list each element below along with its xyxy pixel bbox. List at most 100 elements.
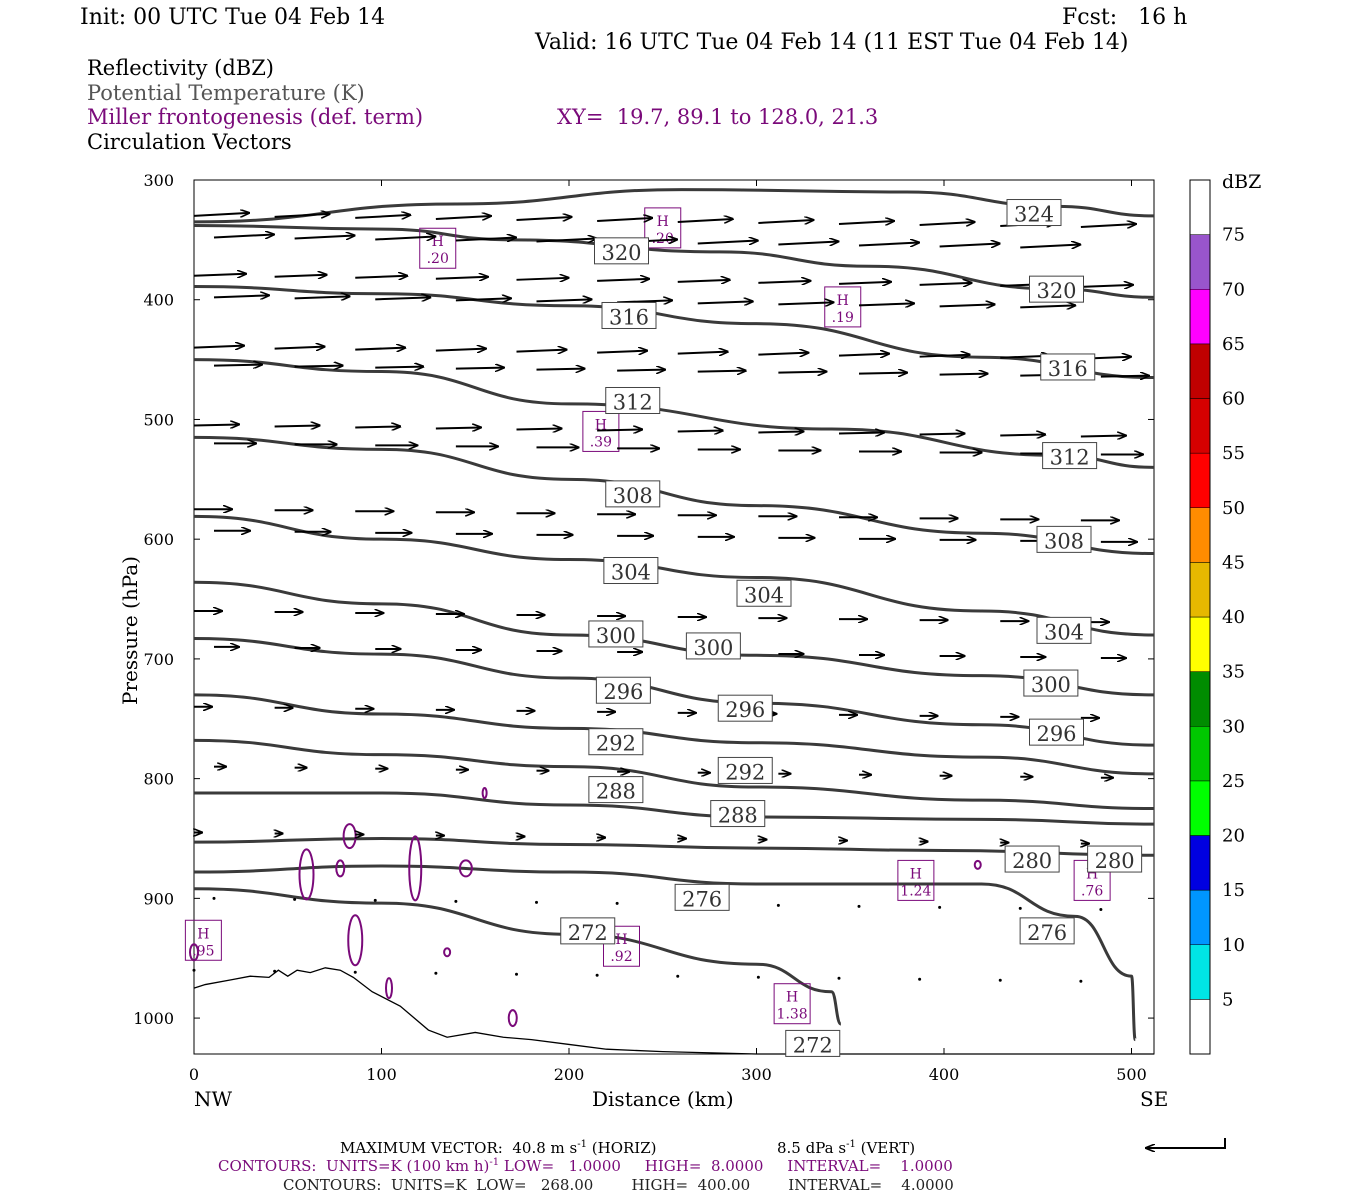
frontogenesis-contour bbox=[408, 835, 423, 902]
theta-label: 308 bbox=[1044, 529, 1084, 553]
circulation-vector bbox=[858, 243, 919, 246]
colorbar-label: 40 bbox=[1222, 607, 1245, 628]
circulation-vector bbox=[1020, 305, 1075, 307]
frontogenesis-max-label: H bbox=[837, 293, 849, 309]
legend-reflectivity: Reflectivity (dBZ) bbox=[87, 56, 275, 80]
vector-dot bbox=[595, 973, 599, 977]
colorbar-swatch bbox=[1189, 616, 1211, 672]
legend-frontogenesis: Miller frontogenesis (def. term) bbox=[87, 105, 424, 129]
colorbar-label: 45 bbox=[1222, 552, 1245, 573]
circulation-vector bbox=[939, 374, 988, 375]
circulation-vector bbox=[435, 216, 491, 219]
theta-label: 292 bbox=[596, 732, 636, 756]
frontogenesis-contour bbox=[347, 914, 364, 967]
vector-dot bbox=[293, 897, 297, 901]
vector-dot bbox=[515, 972, 518, 976]
theta-label: 280 bbox=[1012, 849, 1052, 873]
circulation-vector bbox=[516, 428, 562, 429]
frontogenesis-max-box bbox=[603, 925, 640, 967]
circulation-vector bbox=[1080, 285, 1133, 287]
colorbar-swatch bbox=[1189, 289, 1211, 345]
circulation-vector bbox=[375, 367, 423, 368]
circulation-vector bbox=[677, 219, 733, 222]
circulation-vector bbox=[536, 299, 592, 301]
colorbar-swatch bbox=[1189, 179, 1211, 235]
colorbar-label: 70 bbox=[1222, 279, 1245, 300]
circulation-vector bbox=[697, 241, 758, 244]
plot-frame bbox=[193, 179, 1155, 1055]
frontogenesis-max-label: H bbox=[197, 926, 209, 942]
theta-label-box bbox=[601, 301, 657, 329]
theta-label-box bbox=[1042, 442, 1098, 470]
init-time: Init: 00 UTC Tue 04 Feb 14 bbox=[80, 5, 386, 30]
colorbar-label: 65 bbox=[1222, 334, 1245, 355]
theta-label-box bbox=[1006, 199, 1062, 227]
frontogenesis-max-label: H bbox=[615, 932, 627, 948]
circulation-vector bbox=[516, 350, 567, 352]
footer-contours-fg: CONTOURS: UNITS=K (100 km h)-1 LOW= 1.00… bbox=[218, 1157, 953, 1175]
circulation-vector bbox=[697, 301, 753, 303]
vector-dot bbox=[776, 903, 780, 907]
theta-line-288 bbox=[193, 738, 1155, 811]
circulation-vector bbox=[355, 426, 400, 427]
theta-line-316 bbox=[193, 285, 1155, 380]
circulation-vector bbox=[778, 372, 826, 373]
colorbar-swatch bbox=[1189, 452, 1211, 508]
circulation-vector bbox=[838, 282, 891, 284]
theta-label-box bbox=[595, 676, 651, 704]
circulation-vector bbox=[597, 218, 652, 221]
vector-dot bbox=[192, 968, 196, 972]
vector-dot bbox=[756, 975, 760, 979]
theta-label-box bbox=[588, 620, 644, 648]
theta-label: 320 bbox=[1036, 279, 1076, 303]
y-tick-label: 500 bbox=[143, 410, 174, 429]
theta-label-box bbox=[603, 557, 659, 585]
x-tick-label: 100 bbox=[366, 1065, 397, 1084]
theta-label: 296 bbox=[603, 680, 643, 704]
circulation-vector bbox=[778, 242, 838, 245]
frontogenesis-max-box bbox=[184, 919, 222, 961]
circulation-vector bbox=[1100, 376, 1149, 377]
circulation-vector bbox=[778, 302, 833, 304]
circulation-vector bbox=[193, 213, 249, 216]
theta-label-box bbox=[605, 386, 661, 414]
colorbar-label: 25 bbox=[1222, 771, 1245, 792]
frontogenesis-max-value: .92 bbox=[610, 949, 632, 965]
vector-dot bbox=[1099, 907, 1103, 911]
y-tick-label: 1000 bbox=[133, 1009, 174, 1028]
circulation-vector bbox=[536, 369, 585, 370]
theta-label-box bbox=[785, 1029, 841, 1057]
theta-label: 324 bbox=[1014, 203, 1054, 227]
circulation-vector bbox=[435, 427, 481, 428]
theta-label: 304 bbox=[744, 583, 784, 607]
reference-vector-arrow bbox=[1146, 1138, 1226, 1148]
theta-label-box bbox=[1023, 669, 1079, 697]
frontogenesis-max-value: .19 bbox=[832, 310, 854, 326]
theta-label-box bbox=[588, 728, 644, 756]
x-left-label: NW bbox=[194, 1087, 233, 1111]
circulation-vector bbox=[455, 368, 504, 369]
frontogenesis-max-value: .76 bbox=[1081, 883, 1103, 899]
vector-dot bbox=[938, 905, 942, 909]
circulation-vector bbox=[294, 366, 343, 367]
circulation-vector bbox=[919, 355, 970, 357]
theta-line-276 bbox=[193, 864, 1137, 1042]
theta-label-box bbox=[1029, 718, 1084, 746]
circulation-vector bbox=[597, 351, 647, 353]
vector-dot bbox=[837, 976, 841, 980]
circulation-vector bbox=[375, 297, 430, 299]
theta-label-box bbox=[1040, 353, 1096, 381]
circulation-vector bbox=[919, 222, 975, 225]
frontogenesis-contour bbox=[298, 848, 315, 901]
frontogenesis-max-box bbox=[773, 983, 811, 1025]
x-tick-label: 400 bbox=[929, 1065, 960, 1084]
circulation-vector bbox=[1080, 436, 1126, 437]
circulation-vector bbox=[697, 371, 746, 372]
frontogenesis-max-label: H bbox=[910, 866, 922, 882]
theta-line-292 bbox=[193, 693, 1155, 776]
colorbar-label: 60 bbox=[1222, 389, 1245, 410]
frontogenesis-max-box bbox=[582, 410, 620, 452]
circulation-vector bbox=[597, 429, 642, 430]
theta-label-box bbox=[1004, 845, 1060, 873]
